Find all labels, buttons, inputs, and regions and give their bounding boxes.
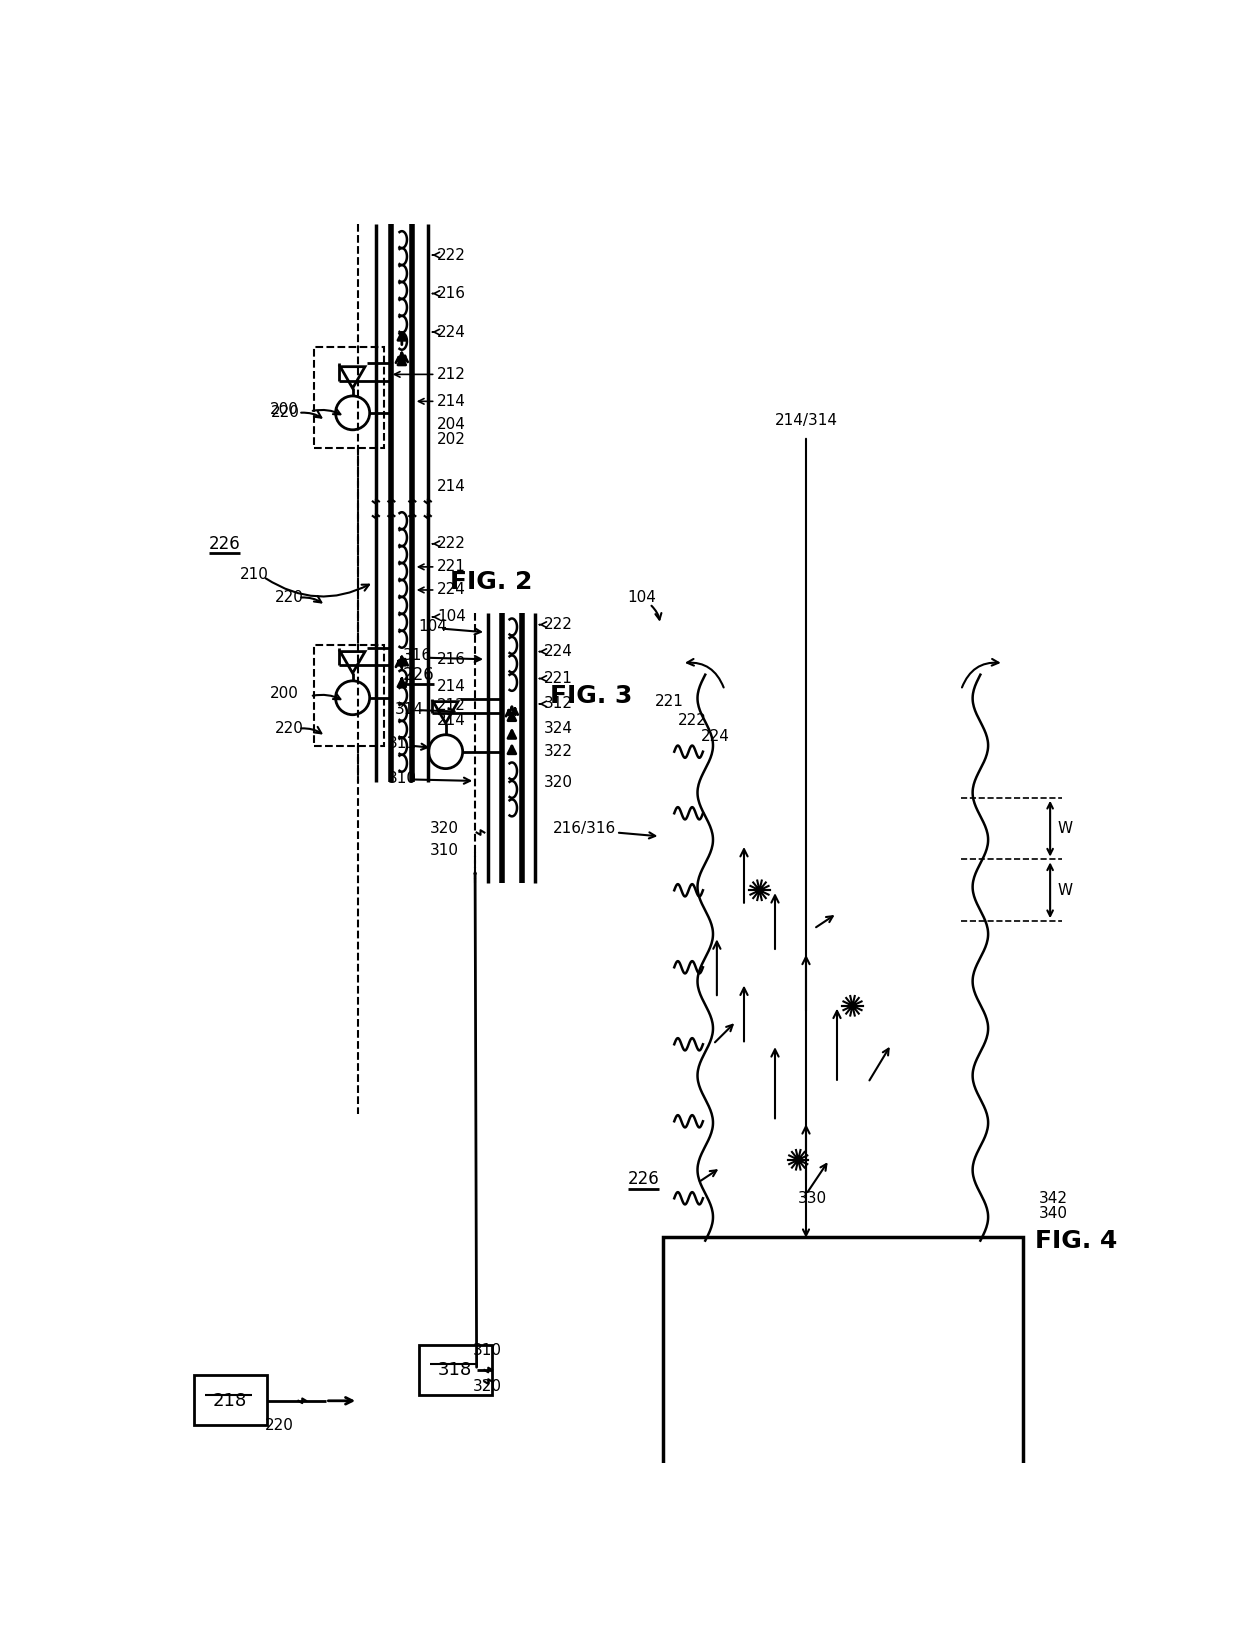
Text: 104: 104 xyxy=(627,590,657,605)
Text: 221: 221 xyxy=(655,694,683,709)
Text: 221: 221 xyxy=(544,671,573,686)
Bar xyxy=(193,1376,268,1425)
Text: 222: 222 xyxy=(544,616,573,633)
Text: 220: 220 xyxy=(264,1417,294,1434)
Text: 200: 200 xyxy=(269,687,299,702)
Text: FIG. 4: FIG. 4 xyxy=(1034,1228,1117,1253)
Text: 224: 224 xyxy=(438,582,466,597)
Text: 310: 310 xyxy=(472,1343,502,1358)
Text: FIG. 2: FIG. 2 xyxy=(449,570,532,593)
Text: 316: 316 xyxy=(403,648,432,663)
Text: 104: 104 xyxy=(419,620,448,635)
Text: 226: 226 xyxy=(627,1171,660,1189)
Text: 218: 218 xyxy=(213,1392,247,1411)
Text: 318: 318 xyxy=(438,1361,472,1379)
Text: FIG. 3: FIG. 3 xyxy=(551,684,632,709)
Text: 214: 214 xyxy=(438,713,466,728)
Text: 221: 221 xyxy=(438,559,466,574)
Bar xyxy=(314,347,383,447)
Text: 216: 216 xyxy=(438,286,466,301)
Text: 220: 220 xyxy=(275,722,304,737)
Text: 216/316: 216/316 xyxy=(553,822,616,837)
Text: 320: 320 xyxy=(544,774,573,791)
Text: 104: 104 xyxy=(438,610,466,625)
Text: 320: 320 xyxy=(472,1379,502,1394)
Text: 312: 312 xyxy=(544,697,573,712)
Text: 314: 314 xyxy=(396,702,424,717)
Text: 310: 310 xyxy=(387,771,417,786)
Text: 322: 322 xyxy=(544,745,573,760)
Text: 222: 222 xyxy=(438,248,466,263)
Bar xyxy=(662,1236,1023,1644)
Text: 220: 220 xyxy=(272,406,300,421)
Bar xyxy=(314,646,383,745)
Text: 220: 220 xyxy=(275,590,304,605)
Text: W: W xyxy=(1058,822,1073,837)
Text: 310: 310 xyxy=(430,843,459,858)
Text: W: W xyxy=(1058,883,1073,898)
Text: 224: 224 xyxy=(438,324,466,340)
Text: 214: 214 xyxy=(438,478,466,493)
Text: 340: 340 xyxy=(1039,1207,1068,1221)
Text: 342: 342 xyxy=(1039,1190,1068,1205)
Text: 200: 200 xyxy=(269,401,299,416)
Text: 212: 212 xyxy=(438,699,466,713)
Text: 222: 222 xyxy=(678,713,707,728)
Text: 330: 330 xyxy=(799,1190,827,1205)
Text: 212: 212 xyxy=(438,367,466,381)
Text: 210: 210 xyxy=(241,567,269,582)
Text: 226: 226 xyxy=(210,534,241,552)
Text: 224: 224 xyxy=(702,728,730,743)
Text: 320: 320 xyxy=(430,822,459,837)
Text: 214/314: 214/314 xyxy=(775,413,837,427)
Bar xyxy=(419,1345,492,1394)
Text: 226: 226 xyxy=(403,666,435,684)
Text: 222: 222 xyxy=(438,536,466,551)
Text: 216: 216 xyxy=(438,651,466,667)
Text: 311: 311 xyxy=(387,737,417,751)
Text: 214: 214 xyxy=(438,679,466,694)
Text: 202: 202 xyxy=(438,432,466,447)
Text: 324: 324 xyxy=(544,722,573,737)
Text: 204: 204 xyxy=(438,418,466,432)
Text: 224: 224 xyxy=(544,644,573,659)
Text: 214: 214 xyxy=(438,395,466,409)
